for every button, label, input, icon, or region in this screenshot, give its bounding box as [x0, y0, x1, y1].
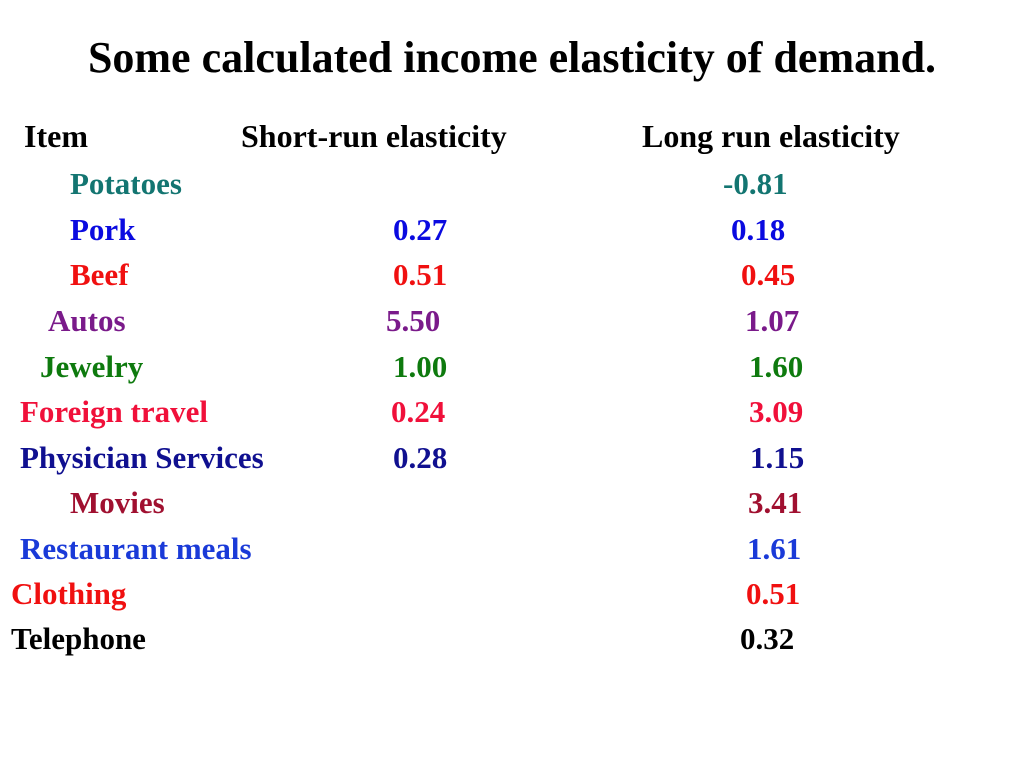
long-run-value: 1.61	[747, 531, 802, 566]
short-run-value: 0.24	[391, 394, 446, 429]
header-long-run: Long run elasticity	[642, 118, 900, 154]
table-row-foreign-travel: Foreign travel 0.24 3.09	[0, 394, 1024, 434]
long-run-value: 1.60	[749, 349, 804, 384]
long-run-value: 0.45	[741, 257, 796, 292]
page-title: Some calculated income elasticity of dem…	[87, 33, 937, 82]
short-run-value: 1.00	[393, 349, 448, 384]
long-run-value: 0.32	[740, 621, 795, 656]
long-run-value: 1.07	[745, 303, 800, 338]
table-row-autos: Autos 5.50 1.07	[0, 303, 1024, 343]
table-row-movies: Movies 3.41	[0, 485, 1024, 525]
long-run-value: 3.41	[748, 485, 803, 520]
table-row-beef: Beef 0.51 0.45	[0, 257, 1024, 297]
short-run-value: 0.27	[393, 212, 448, 247]
table-row-restaurant-meals: Restaurant meals 1.61	[0, 531, 1024, 571]
item-label: Foreign travel	[20, 394, 208, 429]
long-run-value: 0.18	[731, 212, 786, 247]
short-run-value: 0.28	[393, 440, 448, 475]
long-run-value: 0.51	[746, 576, 801, 611]
table-row-clothing: Clothing 0.51	[0, 576, 1024, 616]
item-label: Jewelry	[40, 349, 144, 384]
item-label: Pork	[70, 212, 136, 247]
short-run-value: 0.51	[393, 257, 448, 292]
header-short-run: Short-run elasticity	[241, 118, 507, 154]
item-label: Beef	[70, 257, 129, 292]
table-row-jewelry: Jewelry 1.00 1.60	[0, 349, 1024, 389]
long-run-value: -0.81	[723, 166, 788, 201]
item-label: Potatoes	[70, 166, 182, 201]
long-run-value: 3.09	[749, 394, 804, 429]
table-row-pork: Pork 0.27 0.18	[0, 212, 1024, 252]
item-label: Restaurant meals	[20, 531, 252, 566]
table-row-telephone: Telephone 0.32	[0, 621, 1024, 661]
short-run-value: 5.50	[386, 303, 441, 338]
table-row-physician-services: Physician Services 0.28 1.15	[0, 440, 1024, 480]
header-item: Item	[24, 118, 88, 154]
item-label: Movies	[70, 485, 165, 520]
table-row-potatoes: Potatoes -0.81	[0, 166, 1024, 206]
item-label: Physician Services	[20, 440, 264, 475]
item-label: Telephone	[11, 621, 146, 656]
item-label: Autos	[48, 303, 126, 338]
item-label: Clothing	[11, 576, 127, 611]
long-run-value: 1.15	[750, 440, 805, 475]
